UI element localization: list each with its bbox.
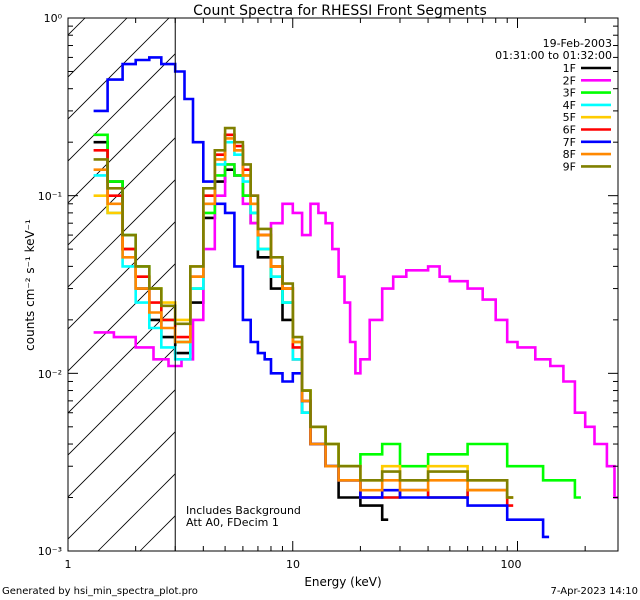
series-line-5F — [93, 133, 514, 499]
series-lines — [93, 56, 618, 539]
footer-generated-by: Generated by hsi_min_spectra_plot.pro — [2, 586, 198, 597]
date-label: 19-Feb-2003 — [543, 37, 612, 50]
footer-timestamp: 7-Apr-2023 14:10 — [551, 586, 638, 597]
axis-ticks — [67, 17, 618, 552]
annotation-background: Includes Background — [186, 504, 301, 517]
legend-label-7F: 7F — [563, 136, 576, 149]
hatch-line — [68, 347, 176, 456]
time-range-label: 01:31:00 to 01:32:00 — [495, 49, 612, 62]
legend-label-9F: 9F — [563, 160, 576, 173]
hatch-line — [68, 18, 170, 120]
chart-title: Count Spectra for RHESSI Front Segments — [193, 3, 487, 19]
legend-label-4F: 4F — [563, 99, 576, 112]
hatch-line — [68, 389, 176, 498]
hatch-line — [68, 18, 128, 78]
x-tick-label-10: 10 — [286, 558, 300, 571]
y-tick-label-1e-1: 10⁻¹ — [38, 190, 62, 203]
hatch-line — [68, 179, 176, 288]
x-tick-label-1: 1 — [65, 558, 72, 571]
x-axis-label: Energy (keV) — [304, 575, 381, 589]
hatch-line — [97, 473, 176, 551]
x-tick-label-100: 100 — [501, 558, 522, 571]
legend-label-8F: 8F — [563, 148, 576, 161]
series-line-9F — [93, 126, 514, 499]
y-tick-label-1e-2: 10⁻² — [38, 368, 62, 381]
hatch-line — [68, 137, 176, 246]
hatched-region — [0, 0, 176, 551]
legend-label-2F: 2F — [563, 74, 576, 87]
y-tick-label-1e-3: 10⁻³ — [38, 545, 62, 558]
series-line-2F — [93, 163, 618, 499]
series-line-8F — [93, 137, 514, 499]
annotation-attenuator: Att A0, FDecim 1 — [186, 516, 279, 529]
y-tick-label-1e0: 10⁰ — [44, 12, 63, 25]
legend-label-3F: 3F — [563, 87, 576, 100]
legend-label-6F: 6F — [563, 124, 576, 137]
hatch-line — [0, 0, 110, 551]
plot-frame — [67, 17, 619, 552]
legend-label-1F: 1F — [563, 62, 576, 75]
y-axis-label: counts cm⁻² s⁻¹ keV⁻¹ — [23, 219, 37, 351]
legend-label-5F: 5F — [563, 111, 576, 124]
hatch-line — [68, 221, 176, 330]
series-line-1F — [93, 140, 389, 521]
hatch-line — [68, 431, 176, 540]
